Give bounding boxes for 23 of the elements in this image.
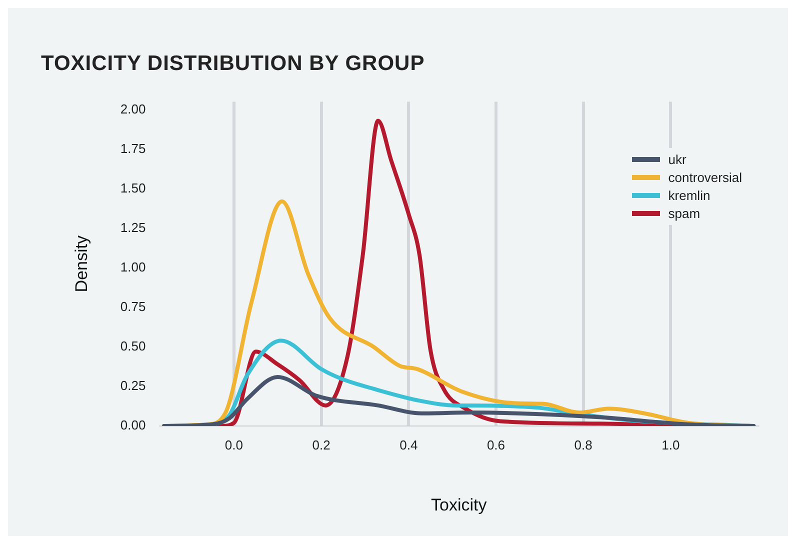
x-tick-label: 1.0 (662, 437, 680, 452)
legend-label: ukr (668, 152, 686, 167)
y-tick-label: 2.00 (120, 101, 146, 116)
y-tick-label: 1.75 (120, 140, 146, 156)
y-tick-label: 0.50 (120, 338, 146, 354)
x-tick-label: 0.0 (224, 437, 243, 452)
y-tick-label: 0.75 (120, 298, 146, 314)
x-tick-label: 0.2 (312, 437, 330, 452)
y-tick-label: 0.25 (120, 378, 146, 394)
x-tick-label: 0.4 (400, 437, 418, 452)
x-axis-title: Toxicity (430, 495, 488, 514)
y-tick-label: 1.25 (120, 220, 146, 235)
legend-label: controversial (668, 170, 742, 185)
y-axis-title: Density (72, 235, 91, 292)
legend-label: kremlin (668, 188, 710, 203)
chart-title: TOXICITY DISTRIBUTION BY GROUP (41, 52, 425, 76)
x-tick-label: 0.6 (486, 437, 506, 452)
y-tick-label: 0.00 (120, 418, 146, 433)
y-tick-label: 1.50 (120, 180, 146, 196)
line-series (162, 374, 756, 426)
x-tick-label: 0.8 (574, 437, 592, 452)
y-tick-label: 1.00 (120, 259, 146, 274)
legend-label: spam (668, 206, 700, 221)
